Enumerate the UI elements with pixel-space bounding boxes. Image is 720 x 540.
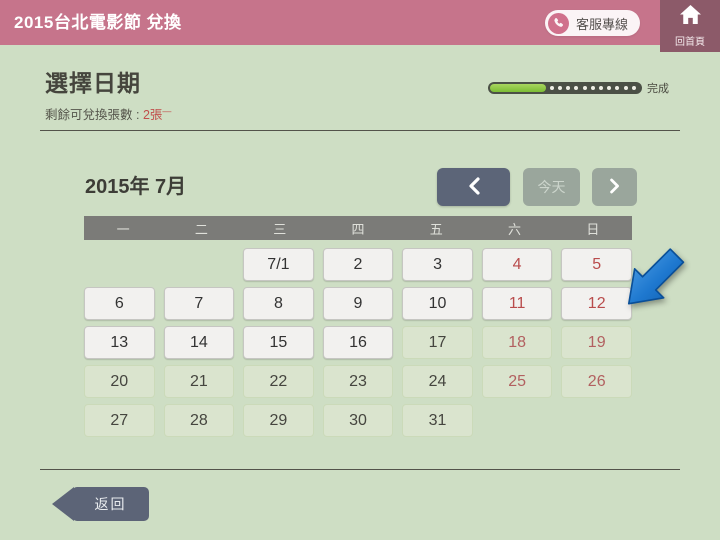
app-title: 2015台北電影節 兌換 xyxy=(14,13,182,32)
date-button-11[interactable]: 11 xyxy=(481,287,553,320)
date-button-26: 26 xyxy=(561,365,632,398)
empty-cell xyxy=(164,248,235,281)
remaining-value: 2張 xyxy=(142,108,163,122)
date-button-3[interactable]: 3 xyxy=(402,248,473,281)
date-button-8[interactable]: 8 xyxy=(243,287,314,320)
empty-cell xyxy=(84,248,155,281)
next-month-button[interactable] xyxy=(592,168,637,206)
progress-dots xyxy=(546,86,641,90)
support-hotline-button[interactable]: 客服專線 xyxy=(544,10,640,36)
date-button-22: 22 xyxy=(243,365,314,398)
weekday-col-6: 六 xyxy=(508,221,522,237)
home-icon xyxy=(679,4,702,30)
weekday-col-5: 五 xyxy=(429,221,443,237)
date-button-10[interactable]: 10 xyxy=(402,287,473,320)
back-arrow-point xyxy=(52,487,74,521)
progress-dot xyxy=(607,86,612,90)
date-button-17: 17 xyxy=(402,326,473,359)
weekday-col-3: 三 xyxy=(273,221,287,237)
weekday-col-7: 日 xyxy=(586,221,600,237)
progress-dot xyxy=(623,86,628,90)
progress-indicator: 完成 xyxy=(488,80,669,96)
progress-dot xyxy=(549,86,554,90)
date-button-27: 27 xyxy=(84,404,155,437)
calendar-date-grid: 7/1 2 3 4 5 6 7 8 9 10 11 12 13 14 15 16 17 18 19 20 21 22 23 2… xyxy=(84,248,632,437)
date-button-18: 18 xyxy=(481,326,553,359)
date-button-28: 28 xyxy=(163,404,235,437)
date-button-9[interactable]: 9 xyxy=(322,287,394,320)
date-button-21: 21 xyxy=(163,365,235,398)
weekday-header-row: 一二三四五六日 xyxy=(84,216,632,240)
weekday-col-4: 四 xyxy=(351,221,365,237)
home-label: 回首頁 xyxy=(675,37,705,48)
date-button-20: 20 xyxy=(84,365,155,398)
weekday-col-1: 一 xyxy=(116,221,130,237)
empty-cell xyxy=(561,404,632,437)
page-title: 選擇日期 xyxy=(45,70,141,96)
date-button-6[interactable]: 6 xyxy=(84,287,155,320)
date-button-31: 31 xyxy=(402,404,473,437)
date-button-30: 30 xyxy=(322,404,394,437)
progress-dot xyxy=(557,86,562,90)
today-button[interactable]: 今天 xyxy=(523,168,580,206)
progress-dot xyxy=(582,86,587,90)
chevron-left-icon xyxy=(467,176,481,198)
prev-month-button[interactable] xyxy=(437,168,510,206)
progress-dot xyxy=(574,86,579,90)
date-button-29: 29 xyxy=(243,404,314,437)
progress-track xyxy=(488,82,642,94)
date-button-15[interactable]: 15 xyxy=(243,326,314,359)
top-bar: 2015台北電影節 兌換 客服專線 xyxy=(0,0,720,45)
date-button-7-1[interactable]: 7/1 xyxy=(243,248,314,281)
progress-dot xyxy=(615,86,620,90)
date-button-16[interactable]: 16 xyxy=(322,326,394,359)
date-button-12[interactable]: 12 xyxy=(561,287,632,320)
date-button-24: 24 xyxy=(402,365,473,398)
date-button-7[interactable]: 7 xyxy=(163,287,235,320)
weekday-col-2: 二 xyxy=(194,221,208,237)
date-button-4[interactable]: 4 xyxy=(481,248,553,281)
progress-dot xyxy=(631,86,636,90)
top-divider xyxy=(40,130,680,131)
empty-cell xyxy=(482,404,553,437)
date-button-25: 25 xyxy=(481,365,553,398)
support-hotline-label: 客服專線 xyxy=(575,16,628,32)
date-button-14[interactable]: 14 xyxy=(163,326,235,359)
calendar-month-title: 2015年 7月 xyxy=(85,176,187,198)
home-button[interactable]: 回首頁 xyxy=(660,0,720,52)
date-button-19: 19 xyxy=(561,326,632,359)
progress-dot xyxy=(590,86,595,90)
back-button[interactable]: 返回 xyxy=(52,487,149,521)
progress-done-label: 完成 xyxy=(647,83,669,95)
progress-dot xyxy=(566,86,571,90)
remaining-tickets-text: 剩餘可兌換張數 : 2張— xyxy=(45,104,171,123)
remaining-label: 剩餘可兌換張數 : xyxy=(45,108,140,122)
back-button-label: 返回 xyxy=(72,487,149,521)
progress-fill xyxy=(490,84,546,92)
bottom-divider xyxy=(40,469,680,470)
phone-icon xyxy=(547,12,569,34)
remaining-mark: — xyxy=(162,105,171,116)
date-button-13[interactable]: 13 xyxy=(84,326,155,359)
date-button-5[interactable]: 5 xyxy=(561,248,632,281)
progress-dot xyxy=(598,86,603,90)
date-button-2[interactable]: 2 xyxy=(322,248,394,281)
chevron-right-icon xyxy=(609,178,621,197)
date-button-23: 23 xyxy=(322,365,394,398)
